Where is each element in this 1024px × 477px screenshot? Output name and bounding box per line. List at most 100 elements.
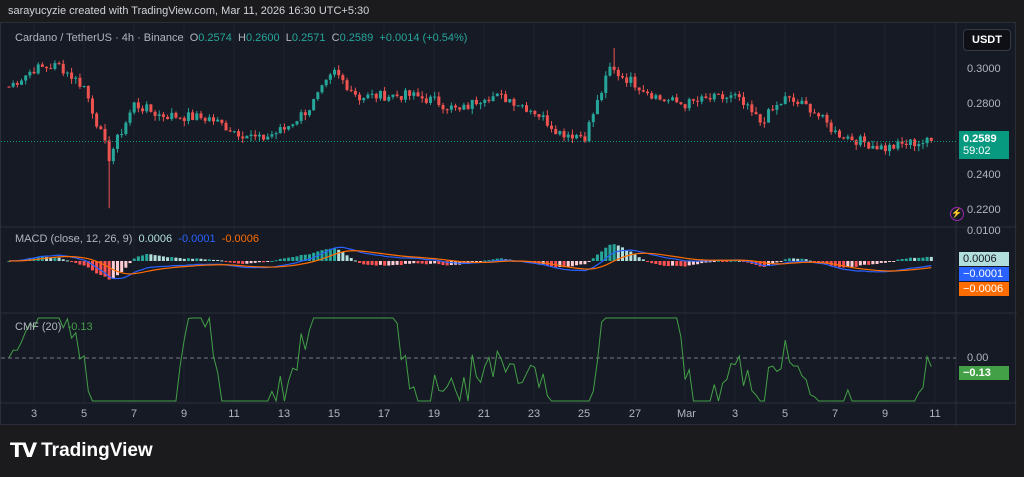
macd-histogram-bar [587, 261, 591, 262]
macd-histogram-bar [349, 257, 353, 261]
macd-histogram-bar [191, 258, 195, 261]
time-tick: 17 [377, 408, 391, 420]
macd-histogram-bar [600, 251, 604, 261]
macd-histogram-bar [353, 260, 357, 262]
macd-histogram-bar [616, 245, 620, 261]
macd-histogram-bar [595, 254, 599, 261]
candle-body [370, 93, 374, 95]
macd-histogram-bar [299, 254, 303, 261]
macd-histogram-bar [262, 261, 266, 263]
candle-body [600, 93, 604, 100]
macd-histogram-bar [257, 261, 261, 263]
candle-body [36, 64, 40, 74]
macd-histogram-bar [812, 261, 816, 262]
macd-histogram-bar [570, 261, 574, 267]
candle-body [391, 94, 395, 97]
candle-body [583, 136, 587, 142]
macd-histogram-bar [629, 251, 633, 261]
candle-body [754, 112, 758, 115]
candle-body [708, 97, 712, 100]
macd-histogram-bar [90, 261, 94, 271]
candle-body [474, 99, 478, 105]
macd-histogram-bar [57, 257, 61, 261]
macd-histogram-bar [153, 255, 157, 261]
candle-body [337, 69, 341, 76]
candle-body [925, 137, 929, 144]
macd-histogram-bar [70, 261, 74, 263]
macd-histogram-bar [287, 257, 291, 261]
time-tick: 11 [929, 408, 941, 420]
candle-body [904, 143, 908, 146]
macd-histogram-bar [383, 261, 387, 266]
candle-body [625, 77, 629, 83]
macd-legend[interactable]: MACD (close, 12, 26, 9) 0.0006 -0.0001 -… [15, 233, 259, 245]
candle-body [700, 96, 704, 102]
candle-body [658, 95, 662, 100]
candle-body [307, 110, 311, 116]
macd-histogram-bar [487, 260, 491, 262]
candle-body [504, 94, 508, 103]
candle-body [274, 133, 278, 135]
candle-body [253, 134, 257, 137]
open-value: 0.2574 [198, 32, 232, 44]
macd-histogram-bar [483, 260, 487, 262]
candle-body [792, 97, 796, 102]
macd-histogram-bar [604, 247, 608, 261]
candle-body [612, 66, 616, 70]
macd-histogram-bar [662, 261, 666, 266]
candle-body [303, 112, 307, 116]
candle-body [863, 136, 867, 143]
macd-histogram-bar [82, 261, 86, 266]
cmf-tag: −0.13 [959, 366, 1009, 380]
macd-histogram-bar [833, 261, 837, 267]
candle-body [729, 95, 733, 98]
candle-body [896, 141, 900, 149]
candle-body [245, 136, 249, 139]
chart-canvas[interactable] [1, 23, 1017, 426]
macd-histogram-bar [99, 261, 103, 275]
candle-body [128, 112, 132, 123]
time-tick: 9 [881, 408, 889, 420]
macd-histogram-bar [166, 257, 170, 261]
candle-body [429, 96, 433, 103]
candle-body [800, 100, 804, 104]
macd-hist-tag: 0.0006 [959, 252, 1009, 266]
candle-body [537, 114, 541, 117]
lightning-icon[interactable]: ⚡ [950, 207, 964, 221]
macd-histogram-bar [679, 261, 683, 267]
candle-body [721, 94, 725, 99]
cmf-value: -0.13 [67, 321, 93, 333]
macd-histogram-bar [808, 260, 812, 262]
macd-histogram-bar [867, 261, 871, 265]
macd-histogram-bar [307, 254, 311, 261]
candle-body [516, 105, 520, 107]
currency-button[interactable]: USDT [963, 29, 1011, 51]
macd-histogram-bar [888, 261, 892, 262]
macd-histogram-bar [120, 261, 124, 272]
candle-body [524, 105, 528, 112]
cmf-legend[interactable]: CMF (20) -0.13 [15, 321, 93, 333]
cmf-line [8, 316, 932, 403]
candle-body [821, 114, 825, 117]
macd-histogram-bar [858, 261, 862, 266]
time-tick: 15 [327, 408, 341, 420]
candle-body [737, 94, 741, 97]
macd-histogram-bar [775, 261, 779, 263]
macd-histogram-bar [575, 261, 579, 266]
low-value: 0.2571 [291, 32, 326, 44]
candle-body [324, 79, 328, 86]
candle-body [399, 96, 403, 100]
macd-histogram-bar [554, 261, 558, 268]
time-tick: 13 [277, 408, 291, 420]
candle-body [57, 63, 61, 65]
chart-area[interactable]: Cardano / TetherUS · 4h · Binance O0.257… [0, 22, 1017, 426]
time-tick: 3 [30, 408, 38, 420]
candle-body [716, 93, 720, 95]
candle-body [65, 72, 69, 74]
time-tick: 7 [831, 408, 839, 420]
symbol-name[interactable]: Cardano / TetherUS · 4h · Binance [15, 32, 184, 44]
candle-body [850, 136, 854, 141]
macd-histogram-bar [742, 261, 746, 262]
candle-body [178, 117, 182, 119]
candle-body [725, 97, 729, 99]
